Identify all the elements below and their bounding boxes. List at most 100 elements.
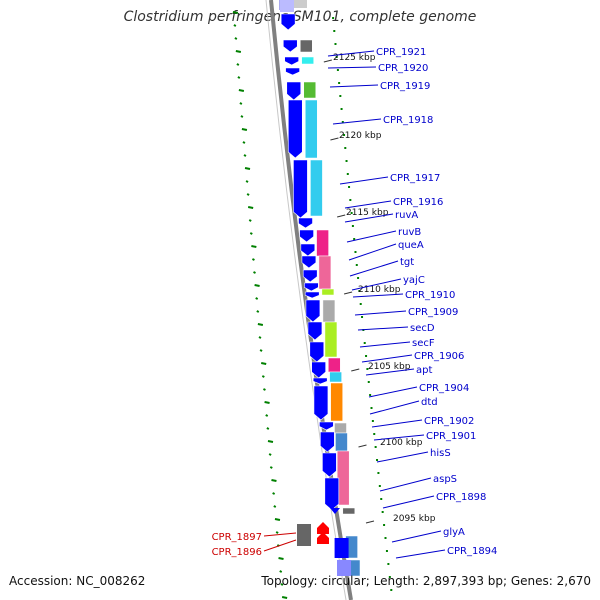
label-leader-line — [350, 261, 398, 276]
forward-cds-arrow — [325, 478, 339, 510]
gc-skew-mark — [271, 480, 276, 481]
gene-label: aspS — [433, 474, 457, 485]
label-leader-line — [358, 327, 408, 330]
tick-mark — [330, 138, 338, 140]
tick-mark — [344, 292, 352, 294]
gc-skew-mark — [260, 350, 262, 351]
gene-label: secF — [412, 338, 435, 349]
gc-skew-mark — [248, 207, 253, 208]
forward-cds-arrow — [314, 386, 328, 420]
gc-skew-mark — [238, 77, 240, 78]
gc-skew-mark — [233, 12, 238, 13]
cog-bar — [330, 372, 342, 382]
forward-cds-arrow — [322, 453, 336, 477]
tick-mark — [359, 445, 367, 447]
gene-label: ruvA — [395, 210, 418, 221]
forward-cds-arrow — [288, 100, 302, 158]
gc-skew-mark — [275, 519, 280, 520]
gc-skew-mark — [236, 51, 241, 52]
label-leader-line — [362, 355, 412, 362]
tick-label: 2110 kbp — [358, 285, 401, 295]
gc-skew-mark — [265, 402, 270, 403]
gene-label: ruvB — [398, 227, 421, 238]
gc-skew-mark — [262, 376, 264, 377]
gene-label: yajC — [403, 275, 425, 286]
gc-skew-mark — [241, 116, 243, 117]
forward-cds-arrow — [286, 68, 300, 75]
label-leader-line — [328, 67, 376, 68]
gene-label: CPR_1918 — [383, 115, 433, 126]
cog-bar — [319, 256, 331, 289]
gene-label: CPR_1909 — [408, 307, 458, 318]
gc-skew-mark — [258, 324, 263, 325]
forward-cds-arrow — [283, 40, 297, 52]
gc-skew-mark — [249, 220, 251, 221]
label-leader-line — [360, 342, 410, 347]
gene-label: hisS — [430, 448, 451, 459]
tick-mark — [324, 60, 332, 62]
gene-labels: CPR_1921CPR_1920CPR_1919CPR_1918CPR_1917… — [212, 47, 498, 558]
gene-label: apt — [416, 365, 432, 376]
cog-bar — [331, 383, 343, 421]
gc-skew-mark — [257, 311, 259, 312]
label-leader-line — [370, 401, 419, 414]
forward-cds-arrow — [280, 0, 294, 12]
gc-skew-mark — [245, 168, 250, 169]
gene-label: CPR_1898 — [436, 492, 486, 503]
tick-label: 2100 kbp — [380, 438, 423, 448]
gc-skew-mark — [267, 428, 269, 429]
label-leader-line — [355, 311, 406, 315]
gc-skew-mark — [273, 493, 275, 494]
gene-label: CPR_1920 — [378, 63, 428, 74]
forward-cds-arrow — [319, 422, 333, 430]
gc-skew-mark — [251, 246, 256, 247]
forward-cds-arrow — [281, 14, 295, 30]
forward-cds-arrow — [300, 230, 314, 242]
gc-skew-mark — [266, 415, 268, 416]
cog-bar — [310, 160, 322, 216]
label-leader-line — [377, 452, 428, 462]
gene-label: queA — [398, 240, 424, 251]
gene-label: tgt — [400, 257, 414, 268]
gene-label: dtd — [421, 397, 438, 408]
forward-cds-arrow — [320, 432, 334, 452]
forward-cds-arrow — [305, 292, 319, 298]
cog-bar — [305, 100, 317, 158]
gc-skew-mark — [234, 25, 236, 26]
gene-label: CPR_1917 — [390, 173, 440, 184]
label-leader-line — [347, 231, 396, 242]
tick-mark — [351, 369, 359, 371]
gc-skew-mark — [254, 272, 256, 273]
gc-skew-mark — [274, 506, 276, 507]
gene-label: CPR_1919 — [380, 81, 430, 92]
label-leader-line — [392, 531, 441, 542]
forward-cds-arrow — [312, 362, 326, 378]
tick-label: 2095 kbp — [393, 514, 436, 524]
cog-bar — [343, 508, 355, 514]
forward-cds-arrow — [304, 283, 318, 291]
label-leader-line — [372, 420, 422, 427]
gc-skew-mark — [282, 597, 287, 598]
cog-bar — [334, 423, 346, 433]
cog-bar — [325, 322, 337, 357]
cog-bar — [328, 358, 340, 372]
gc-skew-mark — [243, 142, 245, 143]
gc-skew-mark — [261, 363, 266, 364]
gene-label: CPR_1897 — [212, 532, 262, 543]
topology-text: Topology: circular; Length: 2,897,393 bp… — [261, 574, 591, 588]
reverse-strand-track — [297, 522, 329, 546]
gene-label: secD — [410, 323, 435, 334]
gene-label: glyA — [443, 527, 465, 538]
gc-skew-mark — [235, 38, 237, 39]
forward-cds-arrow — [302, 256, 316, 268]
gc-skew-mark — [239, 90, 244, 91]
gene-label: CPR_1906 — [414, 351, 464, 362]
label-leader-line — [345, 201, 391, 208]
gc-skew-mark — [240, 103, 242, 104]
reverse-cds-block — [297, 524, 311, 546]
tick-label: 2115 kbp — [346, 208, 389, 218]
gc-skew-mark — [247, 194, 249, 195]
forward-cds-arrow — [285, 57, 299, 65]
gc-skew-mark — [242, 129, 247, 130]
gene-label: CPR_1896 — [212, 547, 262, 558]
